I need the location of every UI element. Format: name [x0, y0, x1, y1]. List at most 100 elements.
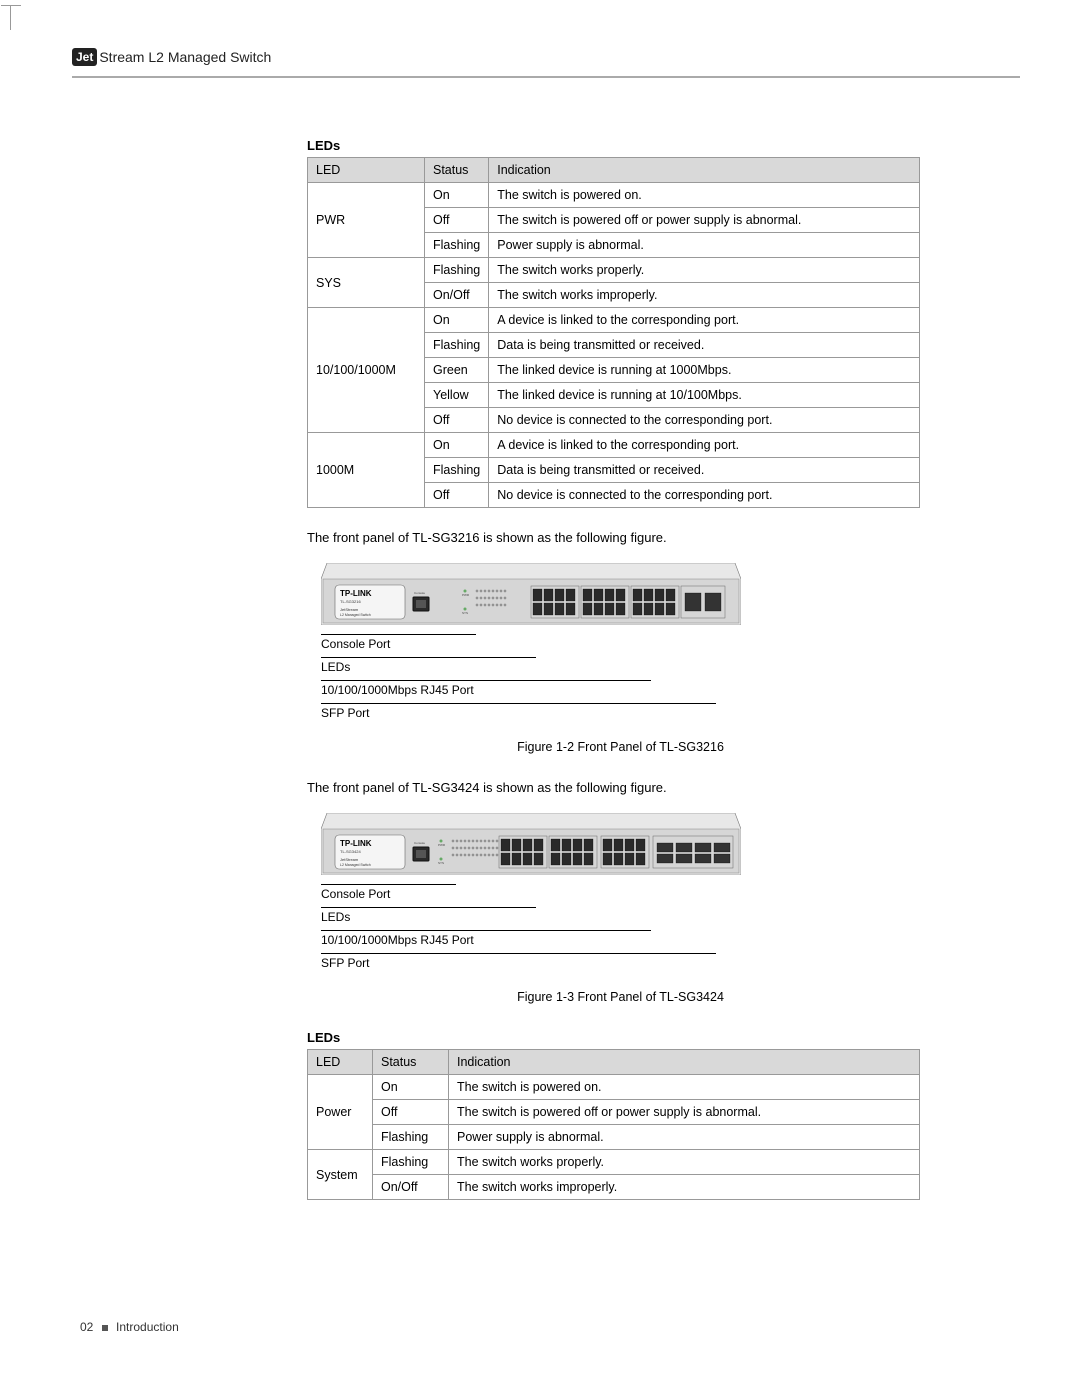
indication-cell: The switch works improperly.	[449, 1175, 920, 1200]
table-header: Indication	[449, 1050, 920, 1075]
indication-cell: The switch is powered off or power suppl…	[489, 208, 920, 233]
table-row: FlashingPower supply is abnormal.	[308, 1125, 920, 1150]
panel-label-row: LEDs	[321, 657, 920, 680]
table-row: PowerOnThe switch is powered on.	[308, 1075, 920, 1100]
svg-text:Console: Console	[414, 591, 425, 595]
status-cell: Green	[425, 358, 489, 383]
indication-cell: Data is being transmitted or received.	[489, 333, 920, 358]
indication-cell: A device is linked to the corresponding …	[489, 433, 920, 458]
panel-label-text: LEDs	[321, 908, 920, 930]
panel-label-row: 10/100/1000Mbps RJ45 Port	[321, 930, 920, 953]
panel-label-text: 10/100/1000Mbps RJ45 Port	[321, 681, 920, 703]
panel-label-row: 10/100/1000Mbps RJ45 Port	[321, 680, 920, 703]
table-header: Status	[425, 158, 489, 183]
status-cell: Off	[373, 1100, 449, 1125]
figure-caption-2: Figure 1-3 Front Panel of TL-SG3424	[321, 990, 920, 1004]
svg-text:TL-SG3424: TL-SG3424	[340, 849, 361, 854]
panel-label-row: Console Port	[321, 634, 920, 657]
table-row: 10/100/1000MOnA device is linked to the …	[308, 308, 920, 333]
header-divider	[72, 76, 1020, 78]
header-title: Stream L2 Managed Switch	[99, 49, 271, 65]
figure-caption-1: Figure 1-2 Front Panel of TL-SG3216	[321, 740, 920, 754]
status-cell: Flashing	[425, 258, 489, 283]
svg-text:PWR: PWR	[462, 593, 470, 597]
svg-text:JetStream: JetStream	[340, 607, 359, 612]
status-cell: On/Off	[373, 1175, 449, 1200]
page-header: Jet Stream L2 Managed Switch	[72, 48, 1020, 66]
table-header: Status	[373, 1050, 449, 1075]
indication-cell: The switch is powered off or power suppl…	[449, 1100, 920, 1125]
section-title-leds-2: LEDs	[307, 1030, 920, 1045]
svg-text:SYS: SYS	[462, 611, 468, 615]
status-cell: On	[425, 183, 489, 208]
indication-cell: Power supply is abnormal.	[449, 1125, 920, 1150]
indication-cell: The switch works properly.	[449, 1150, 920, 1175]
indication-cell: A device is linked to the corresponding …	[489, 308, 920, 333]
svg-text:Console: Console	[414, 841, 425, 845]
svg-text:PWR: PWR	[438, 843, 446, 847]
indication-cell: The switch works properly.	[489, 258, 920, 283]
panel-figure-1: TP-LINKTL-SG3216 JetStreamL2 Managed Swit…	[321, 563, 920, 754]
caption-2: The front panel of TL-SG3424 is shown as…	[307, 780, 920, 795]
led-name-cell: Power	[308, 1075, 373, 1150]
led-name-cell: System	[308, 1150, 373, 1200]
panel-label-text: SFP Port	[321, 704, 920, 726]
indication-cell: The switch is powered on.	[489, 183, 920, 208]
panel-label-row: SFP Port	[321, 953, 920, 976]
status-cell: Flashing	[425, 233, 489, 258]
indication-cell: The switch works improperly.	[489, 283, 920, 308]
status-cell: Flashing	[425, 458, 489, 483]
panel-label-row: Console Port	[321, 884, 920, 907]
svg-text:SYS: SYS	[438, 861, 444, 865]
panel-label-text: 10/100/1000Mbps RJ45 Port	[321, 931, 920, 953]
panel-labels-2: Console Port LEDs 10/100/1000Mbps RJ45 P…	[321, 884, 920, 976]
svg-text:JetStream: JetStream	[340, 857, 359, 862]
table-header: LED	[308, 158, 425, 183]
content: LEDs LEDStatusIndicationPWROnThe switch …	[307, 138, 920, 1200]
status-cell: On/Off	[425, 283, 489, 308]
table-row: 1000MOnA device is linked to the corresp…	[308, 433, 920, 458]
panel-figure-2: TP-LINKTL-SG3424 JetStreamL2 Managed Swit…	[321, 813, 920, 1004]
led-table-1: LEDStatusIndicationPWROnThe switch is po…	[307, 157, 920, 508]
svg-text:TL-SG3216: TL-SG3216	[340, 599, 361, 604]
status-cell: On	[373, 1075, 449, 1100]
svg-text:L2 Managed Switch: L2 Managed Switch	[340, 863, 371, 867]
table-row: PWROnThe switch is powered on.	[308, 183, 920, 208]
footer: 02 Introduction	[72, 1320, 1020, 1334]
panel-label-text: Console Port	[321, 635, 920, 657]
table-row: OffThe switch is powered off or power su…	[308, 1100, 920, 1125]
panel-labels-1: Console Port LEDs 10/100/1000Mbps RJ45 P…	[321, 634, 920, 726]
indication-cell: The switch is powered on.	[449, 1075, 920, 1100]
page: Jet Stream L2 Managed Switch LEDs LEDSta…	[0, 0, 1080, 1374]
indication-cell: The linked device is running at 10/100Mb…	[489, 383, 920, 408]
led-name-cell: 10/100/1000M	[308, 308, 425, 433]
panel-label-row: SFP Port	[321, 703, 920, 726]
svg-text:TP-LINK: TP-LINK	[340, 589, 372, 598]
status-cell: Yellow	[425, 383, 489, 408]
svg-text:L2 Managed Switch: L2 Managed Switch	[340, 613, 371, 617]
table-row: SYSFlashingThe switch works properly.	[308, 258, 920, 283]
section-title-leds-1: LEDs	[307, 138, 920, 153]
indication-cell: No device is connected to the correspond…	[489, 483, 920, 508]
panel-label-text: Console Port	[321, 885, 920, 907]
status-cell: Off	[425, 208, 489, 233]
panel-svg-1: TP-LINKTL-SG3216 JetStreamL2 Managed Swit…	[321, 563, 920, 628]
status-cell: Off	[425, 483, 489, 508]
panel-label-text: LEDs	[321, 658, 920, 680]
indication-cell: Power supply is abnormal.	[489, 233, 920, 258]
table-row: On/OffThe switch works improperly.	[308, 1175, 920, 1200]
table-row: SystemFlashingThe switch works properly.	[308, 1150, 920, 1175]
table-header: LED	[308, 1050, 373, 1075]
led-name-cell: 1000M	[308, 433, 425, 508]
indication-cell: No device is connected to the correspond…	[489, 408, 920, 433]
svg-text:TP-LINK: TP-LINK	[340, 839, 372, 848]
panel-label-text: SFP Port	[321, 954, 920, 976]
panel-label-row: LEDs	[321, 907, 920, 930]
status-cell: Flashing	[373, 1150, 449, 1175]
footer-section: Introduction	[116, 1320, 179, 1334]
page-number: 02	[80, 1320, 93, 1334]
indication-cell: Data is being transmitted or received.	[489, 458, 920, 483]
indication-cell: The linked device is running at 1000Mbps…	[489, 358, 920, 383]
status-cell: Flashing	[425, 333, 489, 358]
led-name-cell: SYS	[308, 258, 425, 308]
